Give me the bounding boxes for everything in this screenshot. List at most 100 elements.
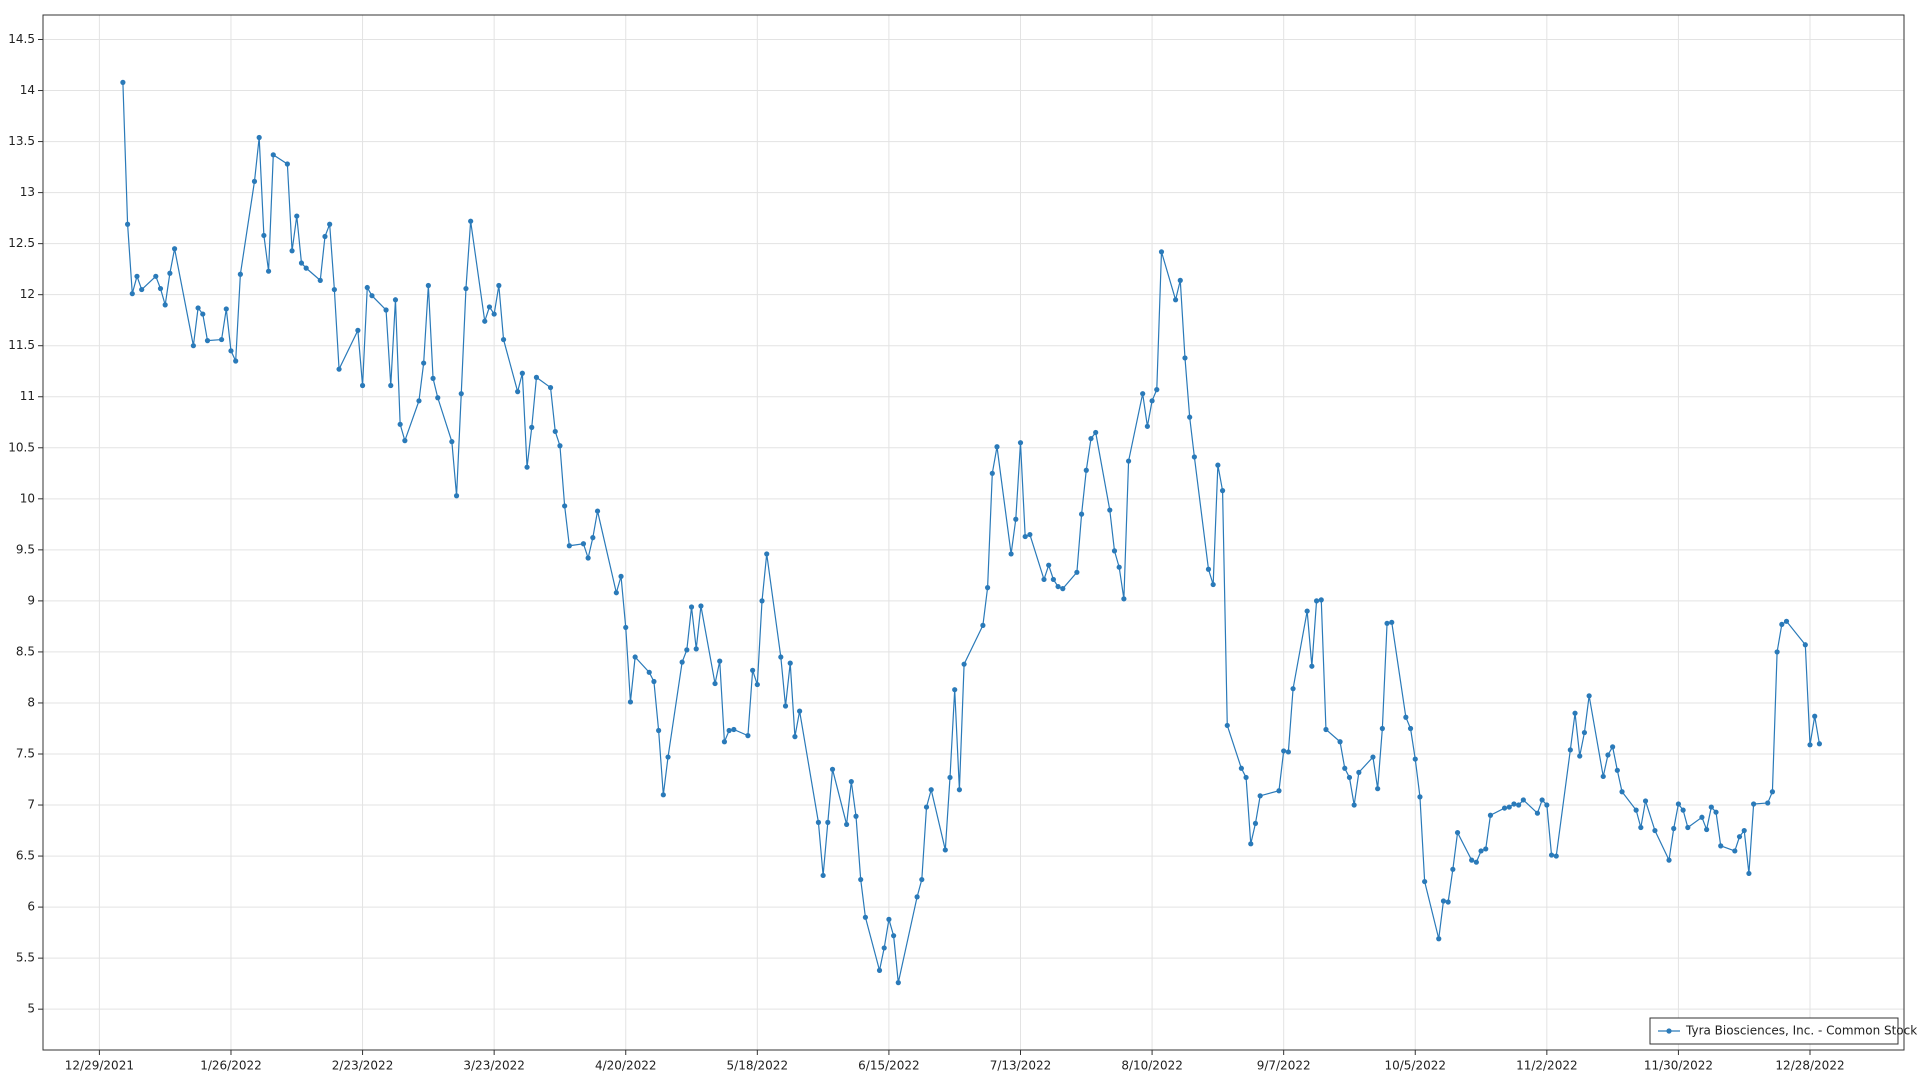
data-point (1172, 297, 1179, 303)
data-point (585, 555, 591, 561)
data-point (656, 727, 662, 734)
data-point (1290, 686, 1296, 692)
x-tick-label: 12/29/2021 (65, 1059, 134, 1073)
data-point (496, 282, 502, 289)
data-point (1600, 773, 1606, 780)
data-point (1581, 729, 1588, 736)
data-point (1370, 754, 1376, 760)
data-point (886, 916, 892, 922)
data-point (1680, 807, 1686, 813)
data-point (815, 819, 822, 825)
data-point (1736, 834, 1743, 840)
data-point (1375, 786, 1381, 792)
data-point (745, 733, 751, 739)
y-tick-label: 9.5 (16, 542, 35, 556)
data-point (430, 375, 436, 381)
data-point (331, 286, 337, 293)
data-point (848, 778, 854, 785)
data-point (515, 389, 521, 395)
data-point (1107, 507, 1113, 513)
data-point (1027, 531, 1033, 538)
data-point (646, 669, 652, 675)
data-point (717, 658, 723, 664)
data-point (876, 967, 883, 973)
data-point (613, 590, 619, 596)
data-point (1713, 809, 1719, 815)
data-point (1586, 693, 1592, 699)
data-point (1078, 511, 1085, 517)
data-point (317, 277, 323, 283)
data-point (820, 872, 826, 879)
y-tick-label: 6.5 (16, 849, 35, 863)
data-point (228, 348, 234, 354)
data-point (482, 318, 488, 324)
data-point (1605, 752, 1611, 758)
data-point (1473, 859, 1479, 865)
data-point (1144, 423, 1150, 429)
data-point (1422, 878, 1428, 885)
data-point (684, 647, 690, 653)
legend-label: Tyra Biosciences, Inc. - Common Stock (1685, 1024, 1917, 1038)
data-point (1633, 807, 1639, 813)
data-point (1041, 576, 1047, 583)
x-tick-label: 2/23/2022 (332, 1059, 394, 1073)
data-point (204, 338, 211, 344)
data-point (1699, 814, 1705, 820)
data-point (270, 152, 276, 158)
data-point (1440, 898, 1447, 904)
data-point (1567, 747, 1573, 753)
data-point (797, 708, 803, 714)
data-point (1304, 608, 1310, 614)
data-point (1351, 802, 1357, 808)
series-line (122, 82, 1821, 983)
data-point (256, 134, 262, 141)
data-point (557, 443, 563, 449)
data-point (1158, 249, 1165, 255)
data-point (1445, 899, 1451, 905)
data-point (167, 270, 173, 276)
data-point (952, 687, 958, 693)
data-point (1436, 936, 1442, 942)
data-point (787, 660, 793, 666)
data-point (1765, 800, 1771, 806)
y-tick-label: 5.5 (16, 951, 35, 965)
data-point (1346, 774, 1353, 781)
data-point (195, 305, 201, 311)
data-point (1008, 551, 1014, 557)
data-point (298, 260, 305, 266)
data-point (251, 178, 258, 184)
y-tick-label: 8 (27, 695, 35, 709)
data-point (984, 585, 991, 591)
data-point (322, 233, 328, 240)
data-point (463, 285, 469, 292)
data-point (265, 268, 272, 274)
x-tick-label: 9/7/2022 (1257, 1059, 1311, 1073)
data-point (679, 659, 685, 665)
data-point (1610, 744, 1616, 750)
data-point (1013, 516, 1019, 522)
data-point (1666, 857, 1672, 863)
x-tick-label: 7/13/2022 (990, 1059, 1052, 1073)
data-point (632, 654, 638, 660)
data-point (1219, 488, 1226, 494)
data-point (1652, 827, 1658, 834)
data-point (1487, 812, 1494, 818)
data-point (994, 444, 1000, 450)
data-point (139, 286, 145, 293)
y-tick-label: 13 (20, 185, 35, 199)
data-point (421, 360, 427, 366)
y-tick-label: 12.5 (8, 236, 35, 250)
data-point (688, 604, 695, 610)
data-point (1638, 824, 1644, 831)
data-point (1313, 598, 1320, 604)
x-tick-label: 11/2/2022 (1516, 1059, 1578, 1073)
data-point (862, 914, 869, 920)
data-point (294, 213, 300, 219)
legend-swatch-dot (1666, 1028, 1672, 1034)
data-point (759, 598, 765, 604)
data-point (562, 503, 568, 509)
data-point (1191, 454, 1197, 460)
data-point (383, 307, 389, 313)
y-tick-label: 14 (20, 83, 35, 97)
